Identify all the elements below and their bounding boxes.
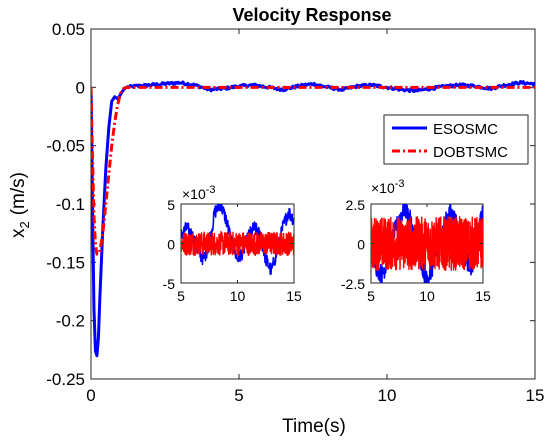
- inset-left-y-tick-label: 0: [167, 237, 175, 253]
- inset-plot-left: 5 0 -5 5 10 15 ×10-3: [163, 184, 302, 304]
- inset-left-x-ticks: 5 10 15: [177, 204, 302, 304]
- inset-right-y-tick-label: -2.5: [341, 276, 365, 292]
- svg-text:x2(m/s): x2 (m/s): [8, 172, 32, 238]
- inset-right-y-tick-label: 2.5: [346, 197, 366, 213]
- inset-left-series: [181, 204, 294, 276]
- legend-label-esosmc: ESOSMC: [433, 121, 498, 138]
- main-x-ticks: 0 5 10 15: [86, 29, 544, 405]
- main-y-tick-label: -0.2: [56, 312, 85, 331]
- series-dobtsmc-line: [91, 85, 535, 256]
- main-x-tick-label: 0: [86, 386, 95, 405]
- inset-right-series: [371, 204, 483, 283]
- main-y-tick-label: 0.05: [52, 20, 85, 39]
- inset-right-exponent: ×10-3: [371, 178, 405, 196]
- main-y-tick-label: 0: [76, 78, 85, 97]
- inset-right-dobtsmc-line: [371, 215, 483, 272]
- inset-left-x-tick-label: 15: [286, 288, 302, 304]
- main-x-tick-label: 5: [234, 386, 243, 405]
- inset-plot-right: 2.5 0 -2.5 5 10 15 ×10-3: [341, 178, 491, 304]
- y-axis-label-subscript: 2: [17, 221, 32, 228]
- main-x-tick-label: 15: [526, 386, 545, 405]
- inset-left-exponent: ×10-3: [182, 184, 216, 202]
- main-series: [91, 80, 535, 358]
- main-y-ticks: 0.05 0 -0.05 -0.1 -0.15 -0.2 -0.25: [46, 20, 535, 389]
- legend-label-dobtsmc: DOBTSMC: [433, 144, 508, 161]
- inset-right-x-tick-label: 5: [367, 288, 375, 304]
- main-y-tick-label: -0.1: [56, 195, 85, 214]
- inset-right-x-ticks: 5 10 15: [367, 204, 491, 304]
- main-y-tick-label: -0.15: [46, 253, 85, 272]
- x-axis-label: Time(s): [282, 416, 346, 437]
- inset-right-x-tick-label: 15: [475, 288, 491, 304]
- inset-left-y-tick-label: -5: [163, 276, 176, 292]
- inset-left-x-tick-label: 10: [230, 288, 246, 304]
- main-y-tick-label: -0.05: [46, 137, 85, 156]
- y-axis-label: x2 (m/s): [8, 172, 32, 238]
- y-axis-label-var: x: [8, 228, 29, 238]
- legend: ESOSMC DOBTSMC: [383, 114, 529, 165]
- chart-title: Velocity Response: [232, 5, 391, 25]
- inset-left-x-tick-label: 5: [177, 288, 185, 304]
- legend-box: [383, 114, 529, 165]
- inset-left-dobtsmc-line: [181, 231, 294, 257]
- inset-left-y-tick-label: 5: [167, 197, 175, 213]
- y-axis-label-unit: (m/s): [8, 172, 29, 215]
- inset-right-x-tick-label: 10: [419, 288, 435, 304]
- main-y-tick-label: -0.25: [46, 370, 85, 389]
- inset-right-y-tick-label: 0: [357, 237, 365, 253]
- inset-right-y-ticks: 2.5 0 -2.5: [341, 197, 483, 292]
- main-x-tick-label: 10: [378, 386, 397, 405]
- series-esosmc-line: [91, 80, 535, 358]
